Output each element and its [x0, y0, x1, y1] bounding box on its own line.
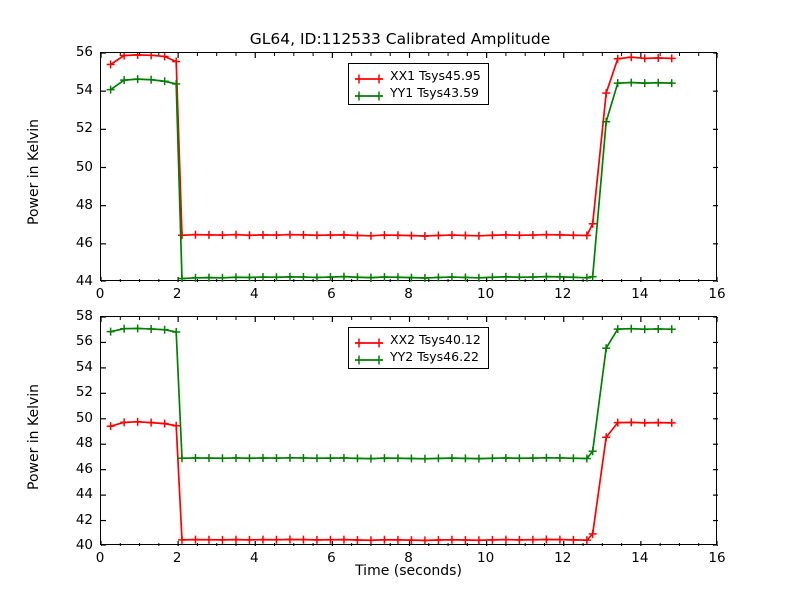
x-tick-label: 16 — [708, 286, 726, 302]
y-tick-label: 48 — [75, 196, 93, 213]
y-tick-label: 46 — [75, 460, 93, 477]
y-tick-label: 48 — [75, 435, 93, 452]
y-tick-label: 58 — [75, 308, 93, 324]
legend-top: XX1 Tsys45.95 YY1 Tsys43.59 — [348, 63, 489, 105]
y-tick-label: 52 — [75, 120, 93, 137]
legend-label: YY1 Tsys43.59 — [390, 85, 479, 100]
legend-item: XX2 Tsys40.12 — [354, 331, 481, 348]
legend-bottom: XX2 Tsys40.12 YY2 Tsys46.22 — [348, 327, 489, 369]
y-tick-label: 56 — [75, 333, 93, 350]
x-tick-label: 8 — [404, 286, 413, 302]
y-tick-label: 52 — [75, 384, 93, 401]
legend-item: YY2 Tsys46.22 — [354, 348, 481, 365]
legend-line-marker-icon — [354, 351, 384, 364]
legend-label: YY2 Tsys46.22 — [390, 349, 479, 364]
y-axis-label-top: Power in Kelvin — [26, 118, 42, 225]
x-tick-label: 0 — [95, 286, 105, 302]
y-axis-label-bottom: Power in Kelvin — [26, 383, 42, 490]
x-tick-label: 14 — [631, 550, 649, 566]
x-tick-label: 12 — [554, 286, 572, 302]
legend-item: XX1 Tsys45.95 — [354, 67, 481, 84]
y-tick-label: 50 — [75, 409, 93, 426]
y-tick-label: 56 — [75, 44, 93, 60]
x-tick-label: 16 — [708, 550, 726, 566]
y-tick-label: 46 — [75, 234, 93, 251]
x-tick-label: 14 — [631, 286, 649, 302]
x-tick-label: 8 — [404, 550, 413, 566]
plot-area-bottom — [101, 317, 718, 546]
x-axis-label: Time (seconds) — [355, 563, 462, 579]
x-tick-label: 10 — [477, 550, 495, 566]
y-tick-label: 42 — [75, 511, 93, 528]
y-tick-label: 44 — [75, 486, 93, 503]
x-tick-label: 6 — [327, 550, 336, 566]
y-tick-label: 44 — [75, 273, 93, 289]
page-title: GL64, ID:112533 Calibrated Amplitude — [249, 30, 551, 48]
plot-area-top — [101, 53, 718, 282]
x-tick-label: 4 — [249, 550, 259, 566]
x-tick-label: 0 — [95, 550, 105, 566]
legend-label: XX2 Tsys40.12 — [390, 332, 481, 347]
legend-item: YY1 Tsys43.59 — [354, 84, 481, 101]
y-tick-label: 50 — [75, 158, 93, 175]
legend-line-marker-icon — [354, 334, 384, 347]
y-tick-label: 54 — [75, 358, 93, 375]
x-tick-label: 10 — [477, 286, 495, 302]
x-tick-label: 12 — [554, 550, 572, 566]
y-tick-label: 40 — [75, 537, 93, 553]
x-tick-label: 4 — [249, 286, 259, 302]
legend-line-marker-icon — [354, 87, 384, 100]
x-tick-label: 2 — [172, 286, 182, 302]
y-tick-label: 54 — [75, 82, 93, 99]
x-tick-label: 6 — [327, 286, 336, 302]
x-tick-label: 2 — [172, 550, 182, 566]
legend-label: XX1 Tsys45.95 — [390, 68, 481, 83]
legend-line-marker-icon — [354, 70, 384, 83]
